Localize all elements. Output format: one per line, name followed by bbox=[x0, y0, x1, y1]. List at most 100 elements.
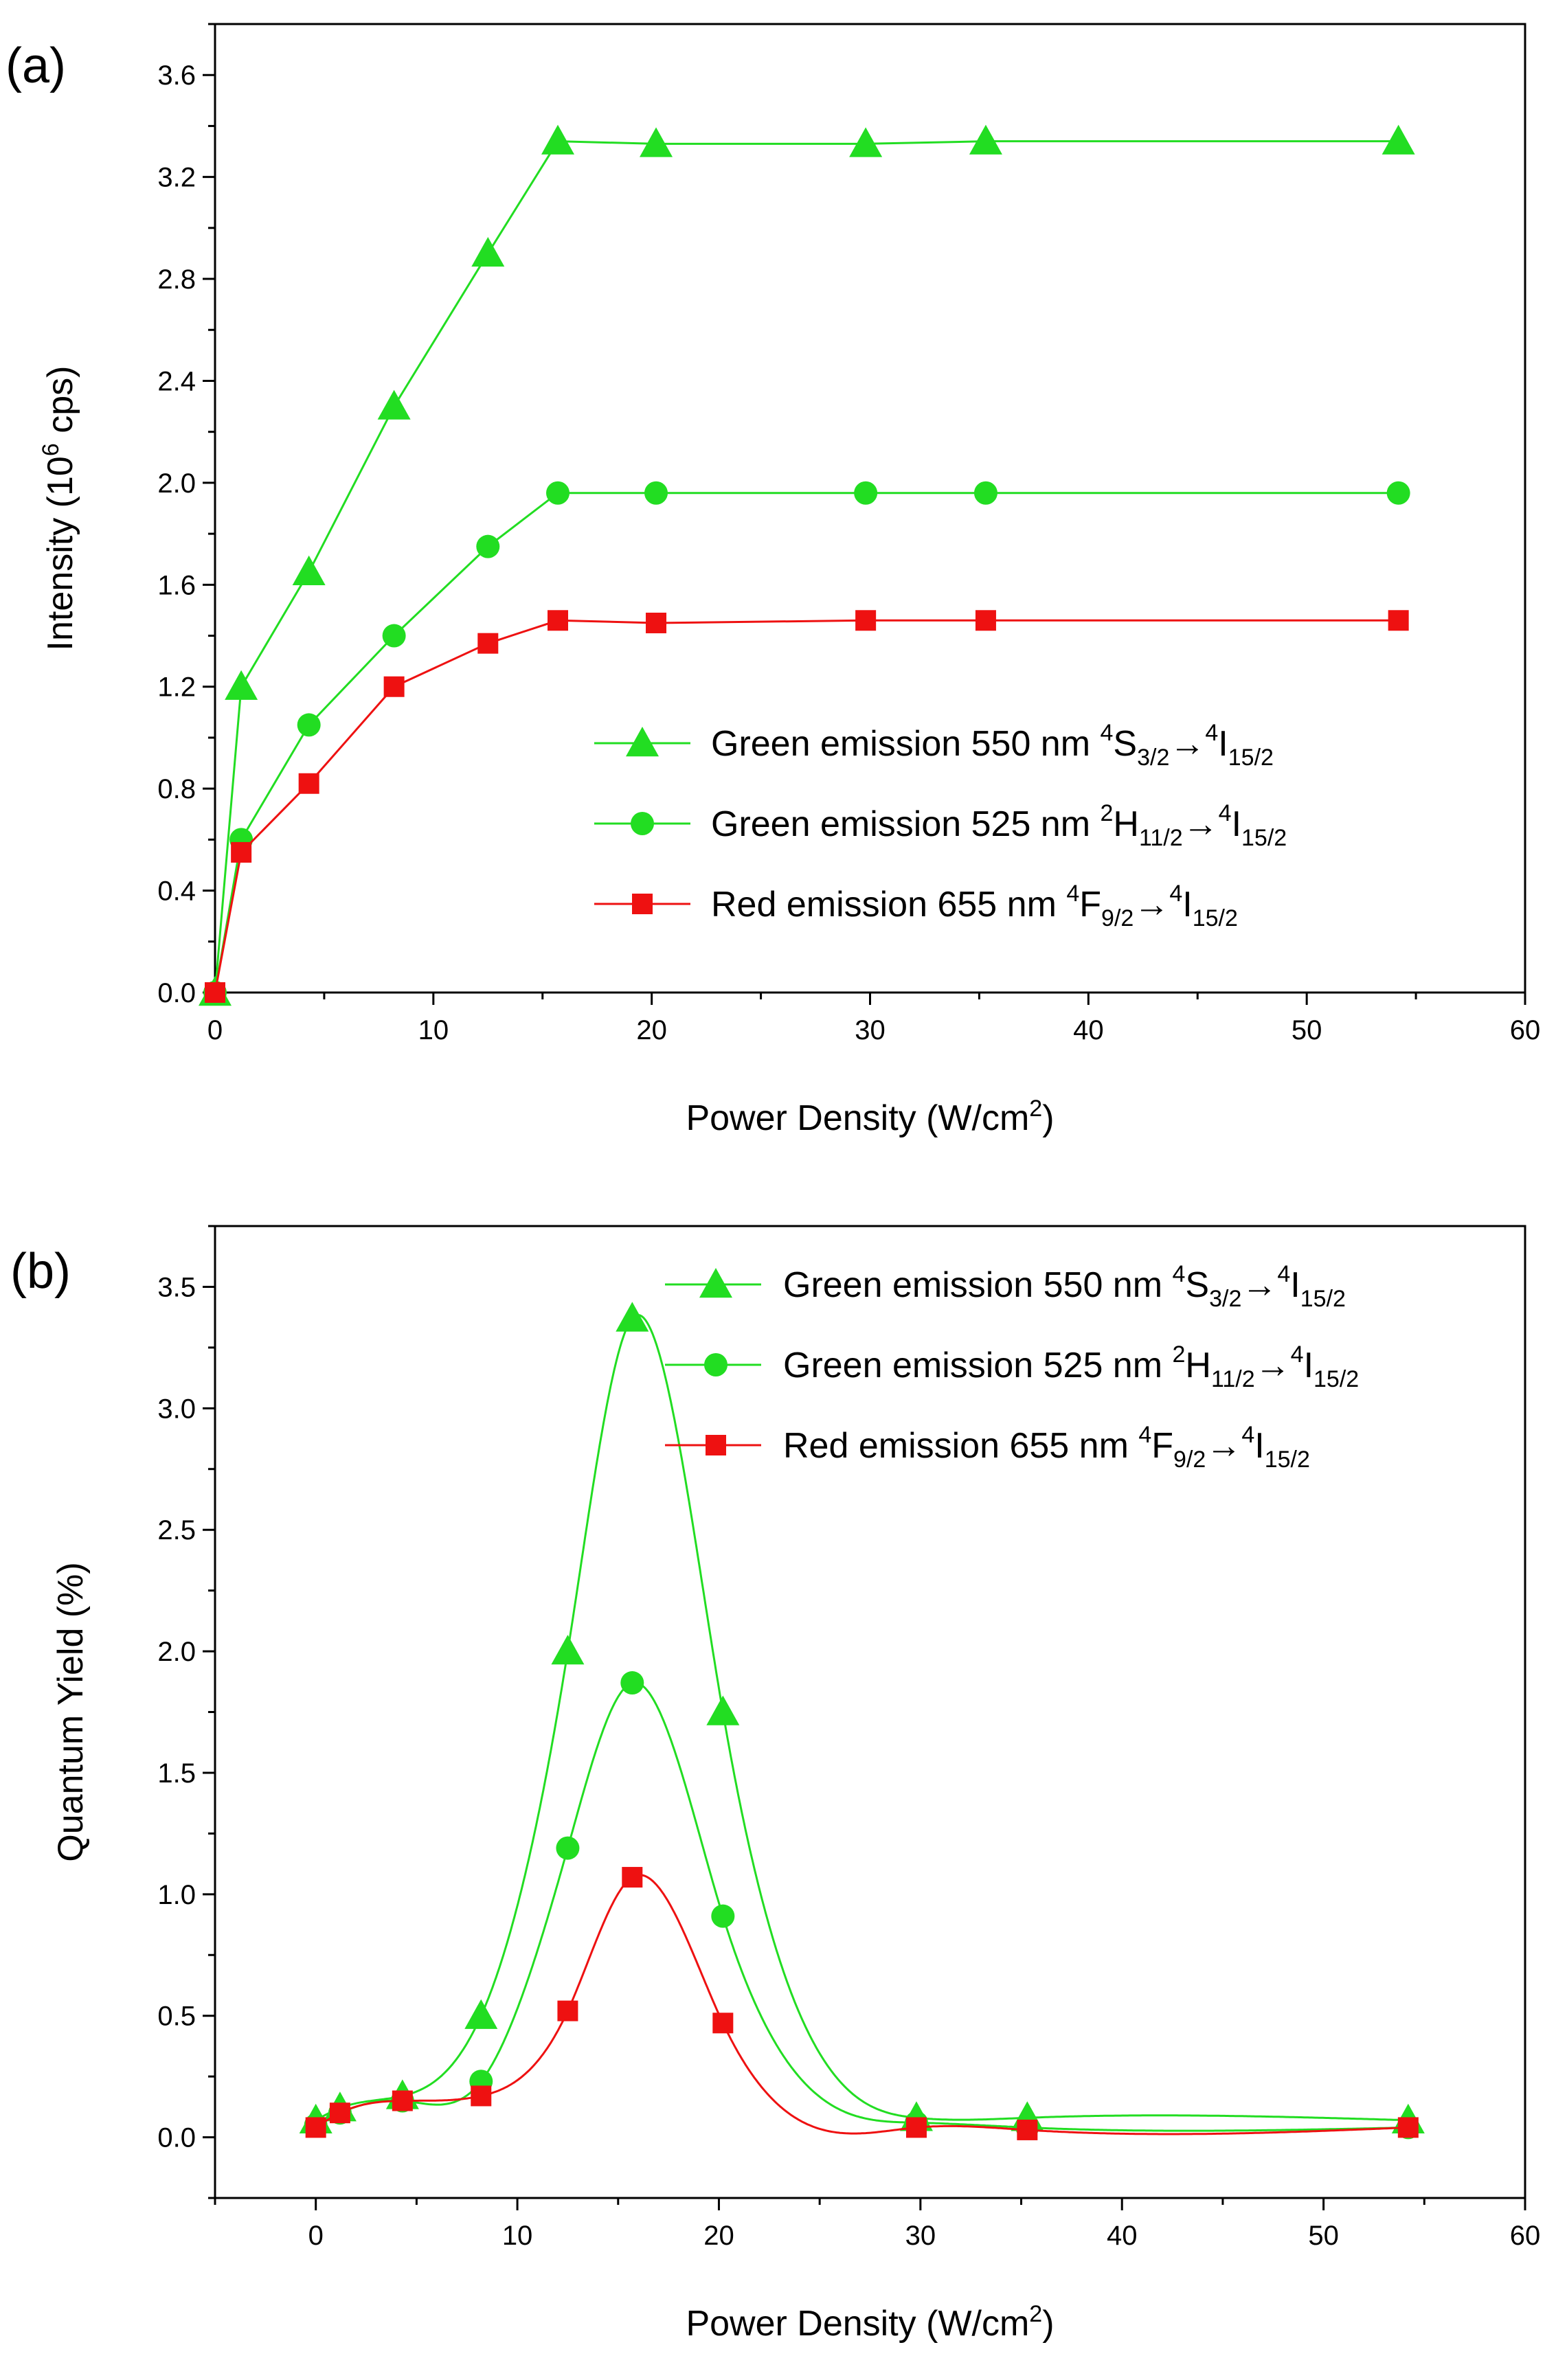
b-y-tick-label: 3.5 bbox=[157, 1272, 196, 1302]
a-series-550nm-point bbox=[849, 127, 883, 157]
b-legend-item-series-550nm: Green emission 550 nm 4S3/2→4I15/2 bbox=[665, 1261, 1346, 1312]
a-series-655nm-line bbox=[214, 619, 1399, 993]
a-series-655nm-point bbox=[231, 841, 252, 863]
b-x-tick-label: 30 bbox=[905, 2221, 936, 2251]
a-y-tick-label: 3.6 bbox=[157, 60, 196, 91]
b-series-525nm bbox=[304, 1671, 1420, 2140]
a-series-550nm-point bbox=[1382, 124, 1415, 155]
b-x-tick-label: 60 bbox=[1510, 2221, 1541, 2251]
a-y-tick-label: 1.2 bbox=[157, 672, 196, 703]
b-y-tick-label: 1.0 bbox=[157, 1880, 196, 1910]
a-x-tick-label: 20 bbox=[636, 1015, 667, 1045]
a-series-655nm-point bbox=[477, 633, 499, 654]
a-y-tick-label: 2.4 bbox=[157, 366, 196, 396]
a-x-tick-label: 50 bbox=[1292, 1015, 1322, 1045]
a-series-655nm-point bbox=[547, 610, 568, 631]
b-series-655nm-point bbox=[622, 1867, 643, 1888]
a-series-655nm-point bbox=[1388, 610, 1409, 631]
b-x-axis-label: Power Density (W/cm2) bbox=[686, 2301, 1054, 2344]
b-series-655nm-point bbox=[392, 2090, 413, 2111]
b-legend-label-series-525nm: Green emission 525 nm 2H11/2→4I15/2 bbox=[783, 1341, 1359, 1392]
a-series-525nm-point bbox=[476, 534, 500, 558]
b-series-525nm-point bbox=[556, 1836, 580, 1860]
a-y-axis-label: Intensity (106 cps) bbox=[38, 366, 80, 651]
a-series-525nm-point bbox=[854, 481, 878, 505]
a-legend-label-series-655nm: Red emission 655 nm 4F9/2→4I15/2 bbox=[711, 881, 1238, 931]
b-y-tick-label: 1.5 bbox=[157, 1758, 196, 1789]
a-x-tick-label: 30 bbox=[855, 1015, 886, 1045]
b-y-tick-label: 2.5 bbox=[157, 1515, 196, 1545]
panel-a-intensity-chart: 0 10 20 30 40 50 60 0.0 0.4 0.8 1.2 1.6 2.0 2.4 2.8 3.2… bbox=[5, 23, 1540, 1138]
b-legend-marker-series-525nm bbox=[704, 1353, 728, 1376]
a-series-525nm-point bbox=[973, 481, 997, 505]
a-panel-label: (a) bbox=[5, 38, 66, 93]
a-series-550nm-point bbox=[640, 127, 673, 157]
b-x-tick-label: 50 bbox=[1308, 2221, 1339, 2251]
a-legend-item-series-525nm: Green emission 525 nm 2H11/2→4I15/2 bbox=[594, 800, 1287, 851]
a-x-axis-label: Power Density (W/cm2) bbox=[686, 1096, 1054, 1138]
b-y-tick-label: 0.0 bbox=[157, 2123, 196, 2153]
a-series-550nm bbox=[199, 124, 1415, 1006]
b-series-550nm-point bbox=[616, 1302, 649, 1332]
a-series-550nm-point bbox=[969, 124, 1002, 155]
b-x-tick-label: 20 bbox=[703, 2221, 734, 2251]
a-series-655nm bbox=[205, 610, 1409, 1003]
b-legend-label-series-655nm: Red emission 655 nm 4F9/2→4I15/2 bbox=[783, 1422, 1310, 1473]
a-series-550nm-point bbox=[225, 670, 258, 700]
b-series-655nm-point bbox=[1397, 2117, 1419, 2138]
a-y-tick-label: 0.8 bbox=[157, 774, 196, 804]
a-legend-label-series-525nm: Green emission 525 nm 2H11/2→4I15/2 bbox=[711, 800, 1287, 851]
a-y-tick-label: 3.2 bbox=[157, 163, 196, 193]
a-series-525nm-point bbox=[382, 624, 406, 648]
a-series-525nm-line bbox=[214, 492, 1399, 993]
b-series-655nm-line bbox=[315, 1874, 1408, 2135]
a-plot-frame bbox=[214, 23, 1526, 994]
b-series-655nm-point bbox=[557, 2000, 578, 2021]
a-x-tick-label: 0 bbox=[207, 1015, 223, 1045]
a-series-655nm-point bbox=[298, 773, 319, 794]
a-series-655nm-point bbox=[383, 676, 405, 697]
a-x-tick-label: 40 bbox=[1073, 1015, 1104, 1045]
b-y-axis-label: Quantum Yield (%) bbox=[51, 1562, 91, 1861]
a-legend-marker-series-550nm bbox=[626, 727, 659, 757]
b-series-550nm-point bbox=[551, 1635, 585, 1665]
b-x-tick-label: 10 bbox=[502, 2221, 533, 2251]
b-legend-item-series-655nm: Red emission 655 nm 4F9/2→4I15/2 bbox=[665, 1422, 1310, 1473]
b-series-655nm-point bbox=[329, 2103, 350, 2124]
a-series-655nm-point bbox=[646, 612, 667, 633]
b-series-525nm-line bbox=[315, 1681, 1408, 2132]
a-series-655nm-point bbox=[975, 610, 996, 631]
b-series-655nm-point bbox=[1017, 2119, 1038, 2140]
b-panel-label: (b) bbox=[10, 1244, 71, 1299]
b-legend-item-series-525nm: Green emission 525 nm 2H11/2→4I15/2 bbox=[665, 1341, 1359, 1392]
b-y-tick-label: 2.0 bbox=[157, 1637, 196, 1667]
a-series-655nm-point bbox=[855, 610, 877, 631]
a-series-550nm-point bbox=[471, 236, 505, 267]
b-series-655nm-point bbox=[471, 2085, 492, 2107]
a-x-tick-label: 10 bbox=[418, 1015, 449, 1045]
b-series-550nm-point bbox=[706, 1695, 740, 1725]
b-legend: Green emission 550 nm 4S3/2→4I15/2 Green … bbox=[665, 1261, 1359, 1473]
b-series-525nm-point bbox=[711, 1904, 735, 1928]
a-y-tick-label: 2.8 bbox=[157, 264, 196, 295]
a-series-525nm-point bbox=[644, 481, 668, 505]
a-series-525nm-point bbox=[297, 713, 321, 737]
b-series-655nm-point bbox=[712, 2013, 734, 2034]
a-y-tick-label: 0.0 bbox=[157, 978, 196, 1008]
b-legend-marker-series-550nm bbox=[699, 1268, 732, 1298]
a-series-550nm-point bbox=[377, 389, 411, 420]
a-legend-marker-series-525nm bbox=[631, 812, 654, 835]
a-legend-item-series-655nm: Red emission 655 nm 4F9/2→4I15/2 bbox=[594, 881, 1238, 931]
a-y-tick-label: 0.4 bbox=[157, 876, 196, 907]
b-legend-marker-series-655nm bbox=[706, 1435, 726, 1455]
a-y-tick-label: 2.0 bbox=[157, 468, 196, 499]
a-legend-marker-series-655nm bbox=[632, 894, 653, 914]
a-series-550nm-point bbox=[541, 124, 574, 155]
b-x-tick-label: 40 bbox=[1107, 2221, 1138, 2251]
a-series-525nm-point bbox=[545, 481, 570, 505]
a-series-655nm-point bbox=[205, 982, 225, 1003]
a-series-525nm-point bbox=[1386, 481, 1410, 505]
a-series-550nm-line bbox=[214, 140, 1399, 993]
b-legend-label-series-550nm: Green emission 550 nm 4S3/2→4I15/2 bbox=[783, 1261, 1346, 1312]
